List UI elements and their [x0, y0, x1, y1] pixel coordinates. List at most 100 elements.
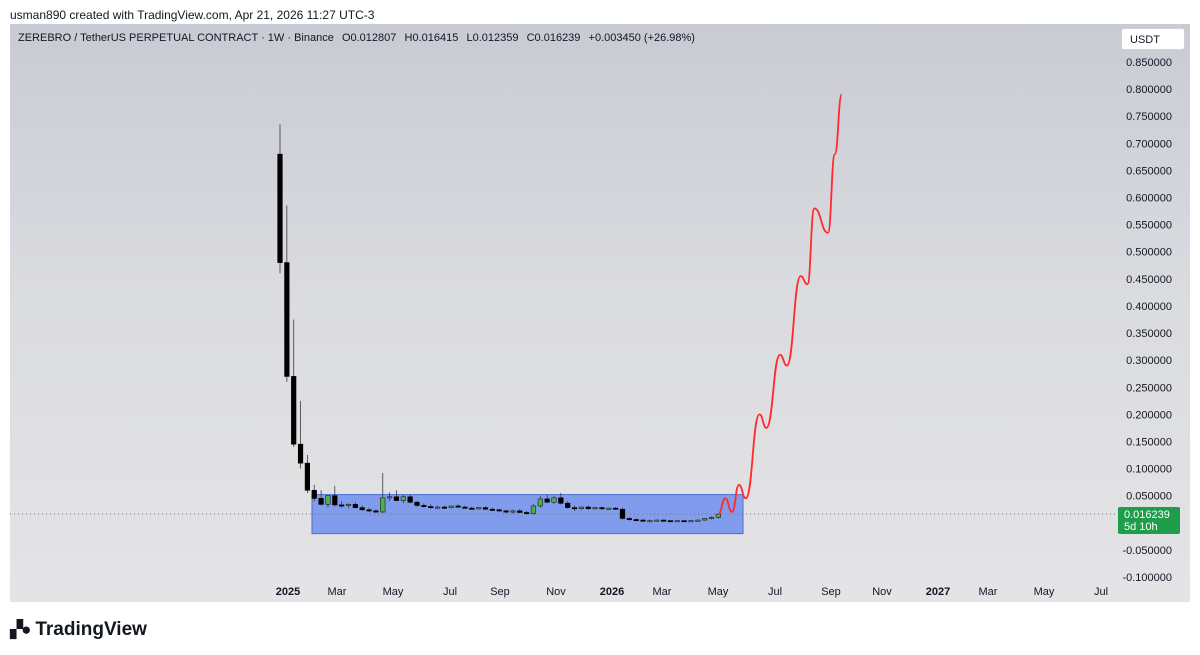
price-tick-label: 0.250000 [1126, 382, 1172, 394]
price-tick-label: 0.500000 [1126, 247, 1172, 259]
price-tick-label: -0.050000 [1122, 545, 1172, 557]
low-value: L0.012359 [466, 32, 519, 44]
candle-down [482, 507, 489, 510]
candle-down [660, 519, 667, 522]
price-tick-label: 0.100000 [1126, 464, 1172, 476]
price-tick-label: 0.600000 [1126, 193, 1172, 205]
price-tick-label: 0.350000 [1126, 328, 1172, 340]
candle-up [702, 518, 708, 521]
candle-down [667, 520, 674, 523]
candle-down [626, 518, 632, 520]
candle-down [681, 520, 687, 523]
candle-up [510, 510, 516, 513]
time-tick-label: Jul [443, 586, 457, 598]
candle-down [393, 496, 400, 501]
candle-down [318, 498, 324, 505]
time-tick-label: 2027 [926, 586, 950, 598]
candle-down [558, 497, 564, 504]
change-value: +0.003450 (+26.98%) [588, 32, 695, 44]
range-box-layer [10, 494, 1118, 535]
candle-down [291, 376, 297, 445]
candle-up [578, 506, 584, 509]
candle-up [476, 507, 482, 510]
candle-down [421, 505, 427, 507]
candle-up [647, 520, 653, 523]
candle-down [359, 507, 365, 511]
candle-down [428, 506, 434, 509]
brand-name: TradingView [35, 619, 147, 640]
price-tick-label: 0.650000 [1126, 165, 1172, 177]
candle-down [407, 496, 413, 503]
time-tick-label: Mar [653, 586, 672, 598]
time-tick-label: May [1034, 586, 1055, 598]
time-tick-label: 2025 [276, 586, 300, 598]
candle-up [695, 519, 701, 522]
candle-up [715, 513, 721, 518]
projection-path [717, 93, 843, 516]
candle-down [297, 443, 304, 464]
candle-up [674, 520, 680, 523]
projection-layer [717, 93, 843, 516]
price-badge-value: 0.016239 [1124, 509, 1170, 521]
candle-up [654, 519, 660, 522]
candle-down [332, 495, 338, 506]
candle-up [592, 507, 598, 510]
candle-up [400, 496, 406, 501]
candle-up [448, 505, 454, 508]
candle-down [352, 504, 358, 508]
close-value: C0.016239 [526, 32, 581, 44]
candle-up [434, 506, 441, 509]
candle-up [606, 507, 612, 510]
open-value: O0.012807 [341, 32, 397, 44]
currency-unit-button[interactable]: USDT [1121, 28, 1185, 50]
price-badge-countdown: 5d 10h [1124, 521, 1158, 533]
candle-up [708, 517, 715, 519]
price-tick-label: 0.450000 [1126, 274, 1172, 286]
candle-down [469, 507, 475, 510]
candle-down [523, 512, 530, 514]
candle-down [441, 506, 448, 509]
time-tick-label: May [708, 586, 729, 598]
candle-down [339, 504, 345, 507]
time-tick-label: 2026 [600, 586, 624, 598]
candles [277, 124, 721, 523]
candle-down [633, 519, 639, 522]
price-tick-label: 0.150000 [1126, 436, 1172, 448]
time-tick-label: May [383, 586, 404, 598]
price-tick-label: 0.550000 [1126, 220, 1172, 232]
high-value: H0.016415 [404, 32, 459, 44]
candle-up [325, 495, 331, 505]
candle-down [277, 153, 283, 263]
candle-down [599, 507, 605, 510]
time-axis: 2025 Mar May Jul Sep Nov 2026 Mar May Jul Sep Nov 20… [276, 586, 1108, 598]
symbol-name: ZEREBRO / TetherUS PERPETUAL CONTRACT · … [18, 32, 334, 44]
candle-down [311, 489, 317, 499]
price-badge-bg [1118, 506, 1180, 534]
candle-down [496, 509, 502, 512]
candle-down [304, 462, 311, 491]
price-tick-label: 0.200000 [1126, 409, 1172, 421]
tradingview-logo[interactable]: ▞● TradingView [10, 619, 147, 641]
time-tick-label: Mar [328, 586, 347, 598]
candle-down [366, 509, 372, 512]
candle-down [455, 505, 461, 508]
tradingview-logo-icon: ▞● [10, 620, 31, 639]
price-tick-label: -0.100000 [1122, 572, 1172, 584]
candle-down [613, 507, 619, 510]
candle-up [380, 497, 386, 513]
candle-up [345, 504, 352, 506]
candle-down [619, 508, 626, 519]
candle-down [414, 501, 420, 506]
candle-down [517, 510, 523, 513]
chart-credit: usman890 created with TradingView.com, A… [10, 8, 375, 22]
candle-down [544, 498, 550, 503]
candle-down [489, 508, 495, 511]
price-tick-label: 0.050000 [1126, 491, 1172, 503]
time-tick-label: Nov [872, 586, 892, 598]
time-tick-label: Nov [546, 586, 566, 598]
price-tick-label: 0.750000 [1126, 111, 1172, 123]
candle-down [503, 510, 509, 513]
candle-up [688, 520, 694, 523]
